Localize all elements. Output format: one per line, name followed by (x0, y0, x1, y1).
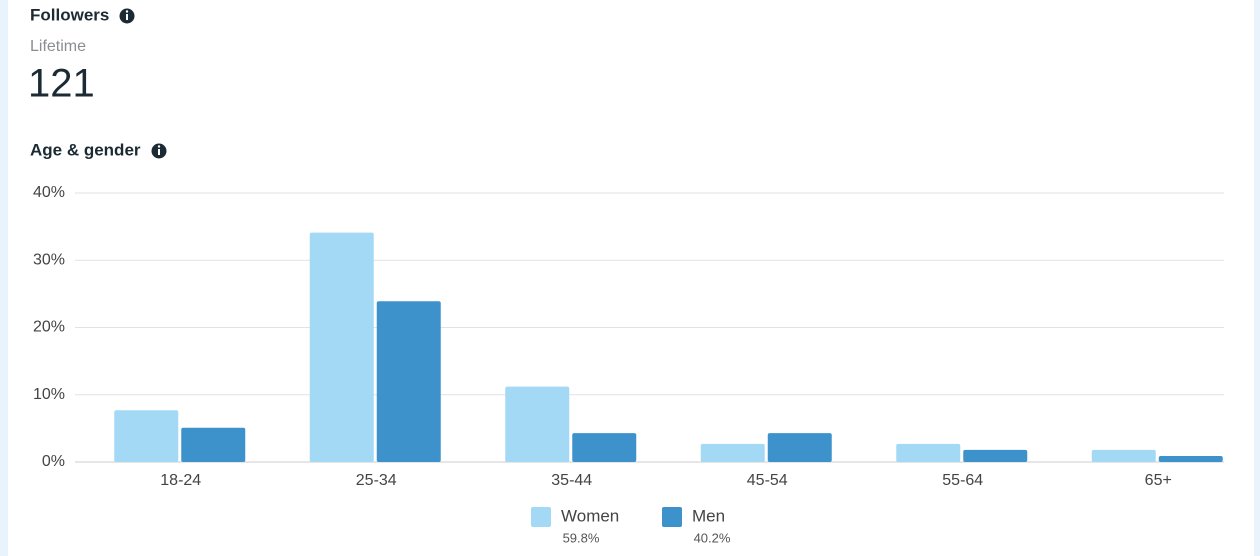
followers-title: Followers (30, 5, 109, 24)
y-tick-label: 10% (33, 386, 65, 403)
bar (505, 386, 570, 462)
legend-label: Women (561, 506, 619, 525)
bar (896, 443, 961, 462)
left-edge (0, 0, 8, 556)
x-tick-label: 65+ (1145, 472, 1172, 489)
x-tick-label: 35-44 (551, 472, 592, 489)
info-icon[interactable] (119, 8, 135, 24)
legend-swatch (531, 507, 551, 527)
right-edge (1254, 0, 1260, 556)
legend-share: 40.2% (694, 530, 731, 545)
bar (700, 443, 765, 462)
info-icon[interactable] (151, 143, 167, 159)
y-tick-label: 0% (42, 453, 65, 470)
y-tick-label: 30% (33, 251, 65, 268)
bar (376, 301, 441, 462)
follower-count: 121 (28, 62, 95, 106)
x-tick-label: 18-24 (160, 472, 201, 489)
y-tick-label: 20% (33, 319, 65, 336)
x-tick-label: 55-64 (942, 472, 983, 489)
bar (963, 449, 1028, 462)
legend-swatch (662, 507, 682, 527)
bar (767, 433, 832, 462)
chart-title: Age & gender (30, 140, 141, 159)
period: Lifetime (30, 38, 86, 55)
bar (1091, 449, 1156, 462)
bar (181, 427, 246, 462)
bar (114, 410, 179, 462)
bar (1158, 455, 1223, 462)
y-tick-label: 40% (33, 184, 65, 201)
bar (309, 232, 374, 462)
bar (572, 433, 637, 462)
x-tick-label: 25-34 (356, 472, 397, 489)
x-tick-label: 45-54 (747, 472, 788, 489)
legend-label: Men (692, 506, 725, 525)
legend-share: 59.8% (563, 530, 600, 545)
